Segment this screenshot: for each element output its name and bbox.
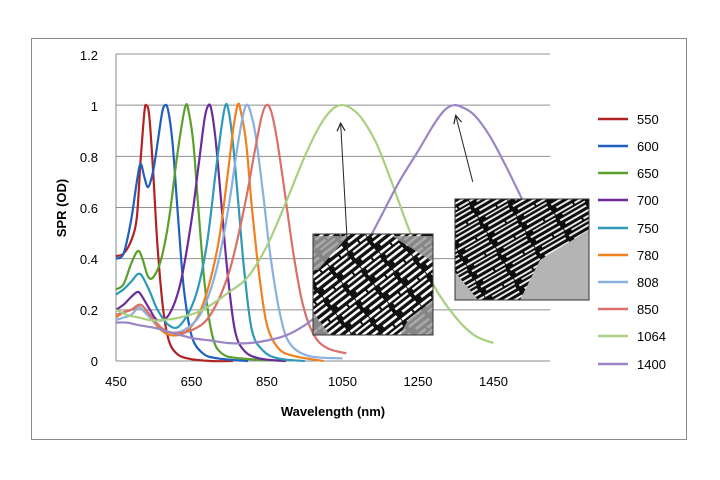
y-tick-label: 0.6 [80, 201, 98, 216]
y-tick-label: 0.2 [80, 303, 98, 318]
legend-label: 808 [637, 275, 659, 290]
series-line-808 [115, 103, 343, 360]
legend-label: 1064 [637, 329, 666, 344]
legend-label: 600 [637, 139, 659, 154]
y-tick-labels: 0 0.2 0.4 0.6 0.8 1 1.2 [80, 48, 98, 369]
annotation-arrows [341, 115, 474, 259]
series-line-850 [115, 103, 347, 355]
x-tick-label: 650 [181, 374, 203, 389]
legend-item: 1064 [598, 329, 666, 344]
series-line-550 [115, 103, 234, 363]
tem-inset-image [312, 233, 434, 336]
legend-label: 700 [637, 193, 659, 208]
legend-label: 750 [637, 221, 659, 236]
x-tick-labels: 450 650 850 1050 1250 1450 [105, 374, 508, 389]
annotation-arrow [341, 123, 349, 259]
y-tick-label: 1 [91, 99, 98, 114]
y-axis-title: SPR (OD) [54, 179, 69, 238]
legend-item: 850 [598, 302, 659, 317]
y-tick-label: 1.2 [80, 48, 98, 63]
legend-item: 750 [598, 221, 659, 236]
series-line-750 [115, 102, 305, 363]
x-tick-label: 1050 [328, 374, 357, 389]
legend-item: 1400 [598, 357, 666, 372]
legend-item: 808 [598, 275, 659, 290]
tem-insets [312, 198, 590, 336]
legend: 550 600 650 700 750 780 808 850 [598, 112, 666, 372]
tem-inset-image [454, 198, 590, 301]
series-line-650 [115, 103, 286, 363]
legend-item: 700 [598, 193, 659, 208]
legend-item: 550 [598, 112, 659, 127]
y-tick-label: 0 [91, 354, 98, 369]
legend-label: 650 [637, 166, 659, 181]
x-tick-label: 1250 [404, 374, 433, 389]
series-line-600 [115, 103, 249, 363]
legend-item: 650 [598, 166, 659, 181]
legend-label: 780 [637, 248, 659, 263]
x-tick-label: 850 [256, 374, 278, 389]
y-tick-label: 0.4 [80, 252, 98, 267]
x-tick-label: 1450 [479, 374, 508, 389]
legend-item: 780 [598, 248, 659, 263]
y-tick-label: 0.8 [80, 150, 98, 165]
legend-item: 600 [598, 139, 659, 154]
annotation-arrow [456, 115, 474, 183]
legend-label: 1400 [637, 357, 666, 372]
legend-label: 850 [637, 302, 659, 317]
legend-label: 550 [637, 112, 659, 127]
x-tick-label: 450 [105, 374, 127, 389]
x-axis-title: Wavelength (nm) [281, 404, 385, 419]
series-line-700 [115, 103, 286, 363]
